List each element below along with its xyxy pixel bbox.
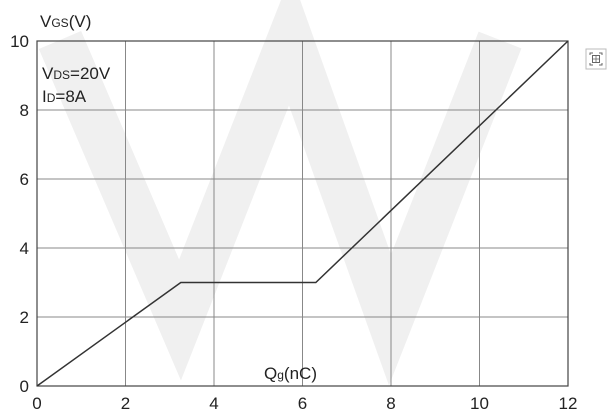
annotation-vds: VDS=20V xyxy=(42,64,111,83)
plot-frame xyxy=(36,40,569,387)
series-line xyxy=(36,40,569,387)
y-axis-label: VGS(V) xyxy=(40,12,91,31)
x-tick-label: 2 xyxy=(121,394,130,413)
x-axis-label: Qg(nC) xyxy=(264,364,317,383)
x-tick-label: 0 xyxy=(32,394,41,413)
y-tick-label: 10 xyxy=(10,32,29,51)
x-tick-label: 6 xyxy=(298,394,307,413)
y-tick-label: 2 xyxy=(20,308,29,327)
y-tick-label: 8 xyxy=(20,101,29,120)
x-tick-label: 12 xyxy=(559,394,578,413)
annotation-id: ID=8A xyxy=(42,87,87,106)
y-tick-label: 4 xyxy=(20,239,29,258)
ticks: 0 2 4 6 8 10 12 0 2 4 6 8 10 xyxy=(10,32,577,413)
x-tick-label: 10 xyxy=(470,394,489,413)
x-tick-label: 4 xyxy=(209,394,218,413)
x-tick-label: 8 xyxy=(386,394,395,413)
grid xyxy=(37,41,568,386)
watermark xyxy=(38,0,522,386)
scan-icon[interactable] xyxy=(585,48,607,70)
y-tick-label: 0 xyxy=(20,377,29,396)
y-tick-label: 6 xyxy=(20,170,29,189)
